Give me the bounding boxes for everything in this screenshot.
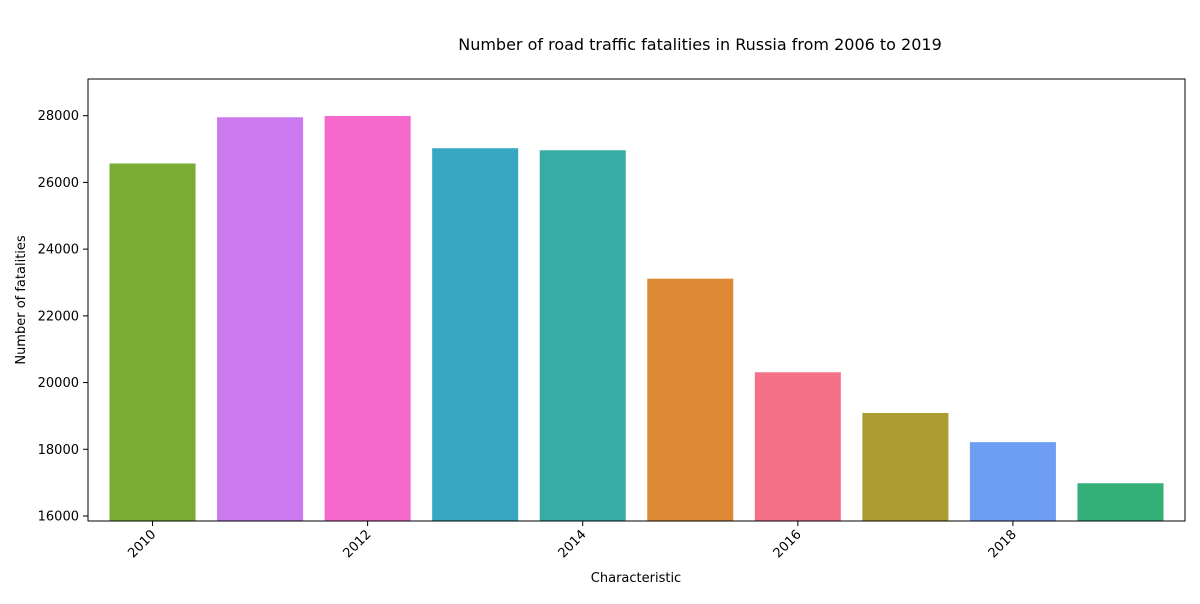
x-tick-label: 2012 [340, 527, 374, 561]
bar-2016 [754, 372, 841, 521]
bar-2017 [862, 412, 949, 521]
x-tick-label: 2014 [556, 527, 590, 561]
bar-2010 [109, 163, 196, 521]
bar-2018 [969, 442, 1056, 521]
y-tick-label: 26000 [38, 176, 79, 191]
y-tick-label: 18000 [38, 443, 79, 458]
bars-layer [109, 115, 1164, 522]
y-tick-label: 24000 [38, 243, 79, 258]
bar-2014 [539, 150, 626, 522]
y-tick-label: 16000 [38, 509, 79, 524]
bar-2011 [217, 117, 304, 521]
y-axis-ticks: 16000 18000 20000 22000 24000 26000 28000 [38, 109, 88, 524]
y-axis-label: Number of fatalities [14, 235, 29, 365]
y-tick-label: 22000 [38, 309, 79, 324]
x-tick-label: 2018 [986, 527, 1020, 561]
y-tick-label: 20000 [38, 376, 79, 391]
x-tick-label: 2010 [125, 527, 159, 561]
bar-2012 [324, 115, 411, 522]
x-tick-label: 2016 [771, 527, 805, 561]
x-axis-ticks: 2010 2012 2014 2016 2018 [125, 521, 1020, 561]
x-axis-label: Characteristic [591, 571, 681, 586]
plot-area-frame [87, 78, 1186, 522]
y-tick-label: 28000 [38, 109, 79, 124]
chart-title: Number of road traffic fatalities in Rus… [458, 35, 942, 54]
bar-2013 [432, 148, 519, 521]
bar-2019 [1077, 483, 1164, 521]
bar-2015 [647, 278, 734, 521]
